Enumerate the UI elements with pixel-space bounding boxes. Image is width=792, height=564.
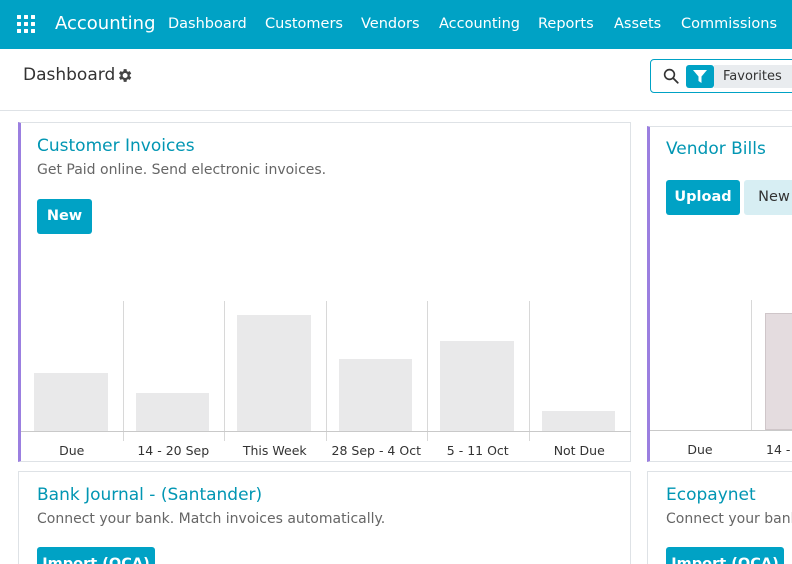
chart-bar[interactable] <box>541 411 615 431</box>
chart-gridline <box>427 301 428 441</box>
chart-gridline <box>751 300 752 430</box>
bank-journal-card: Bank Journal - (Santander) Connect your … <box>18 471 631 564</box>
chart-baseline <box>650 430 792 431</box>
import-oca-button[interactable]: Import (OCA) <box>37 547 155 564</box>
card-title[interactable]: Vendor Bills <box>666 139 766 159</box>
chart-bar[interactable] <box>34 373 108 431</box>
customer-invoices-card: Customer Invoices Get Paid online. Send … <box>18 122 631 462</box>
menu-assets[interactable]: Assets <box>614 16 662 32</box>
favorites-dropdown[interactable]: Favorites <box>714 65 792 88</box>
search-icon[interactable] <box>662 67 680 85</box>
chart-category-label: Due <box>59 443 85 458</box>
chart-label: Due <box>687 442 713 457</box>
chart-bar[interactable] <box>440 340 514 431</box>
invoices-chart[interactable]: Due 14 - 20 Sep This Week 28 Sep - 4 Oct 5 -… <box>21 123 631 461</box>
card-subtitle: Connect your bank <box>666 511 792 527</box>
chart-bar[interactable] <box>237 315 311 431</box>
chart-category-label: This Week <box>242 443 307 458</box>
chart-baseline <box>21 431 631 432</box>
app-brand[interactable]: Accounting <box>55 13 156 34</box>
card-title[interactable]: Bank Journal - (Santander) <box>37 485 263 505</box>
chart-label: 14 - <box>766 442 791 457</box>
menu-reports[interactable]: Reports <box>538 16 594 32</box>
chart-bar[interactable] <box>135 392 209 431</box>
card-title[interactable]: Customer Invoices <box>37 136 195 156</box>
page-title: Dashboard <box>23 65 116 85</box>
upload-button[interactable]: Upload <box>666 180 740 215</box>
ecopaynet-card: Ecopaynet Connect your bank Import (OCA) <box>647 471 792 564</box>
gear-icon[interactable] <box>116 67 133 84</box>
menu-dashboard[interactable]: Dashboard <box>168 16 247 32</box>
new-invoice-button[interactable]: New <box>37 199 92 234</box>
menu-customers[interactable]: Customers <box>265 16 343 32</box>
chart-category-label: 14 - 20 Sep <box>137 443 210 458</box>
card-subtitle: Connect your bank. Match invoices automa… <box>37 511 386 527</box>
import-oca-button[interactable]: Import (OCA) <box>666 547 784 564</box>
chart-gridline <box>122 301 124 441</box>
chart-bar[interactable] <box>765 313 792 430</box>
filter-toggle-button[interactable] <box>686 65 714 88</box>
chart-category-label: 5 - 11 Oct <box>446 443 509 458</box>
new-bill-button[interactable]: New <box>744 180 792 215</box>
chart-gridline <box>325 301 327 441</box>
menu-commissions[interactable]: Commissions <box>681 16 778 32</box>
control-panel: Dashboard Favorites <box>0 49 792 111</box>
card-subtitle: Get Paid online. Send electronic invoice… <box>37 162 327 178</box>
chart-gridline <box>528 301 530 441</box>
chart-category-label: 28 Sep - 4 Oct <box>331 443 421 458</box>
filter-icon <box>693 70 707 83</box>
vendor-bills-card: Vendor Bills Upload New Due 14 - <box>647 126 792 462</box>
apps-menu-icon[interactable] <box>17 15 35 33</box>
top-navbar: Accounting Dashboard Customers Vendors A… <box>0 0 792 49</box>
menu-vendors[interactable]: Vendors <box>361 16 420 32</box>
card-title[interactable]: Ecopaynet <box>666 485 756 505</box>
chart-category-label: Not Due <box>553 443 605 458</box>
search-box[interactable]: Favorites <box>650 59 792 93</box>
menu-accounting[interactable]: Accounting <box>439 16 520 32</box>
chart-gridline <box>224 301 225 441</box>
chart-bar[interactable] <box>338 359 412 431</box>
